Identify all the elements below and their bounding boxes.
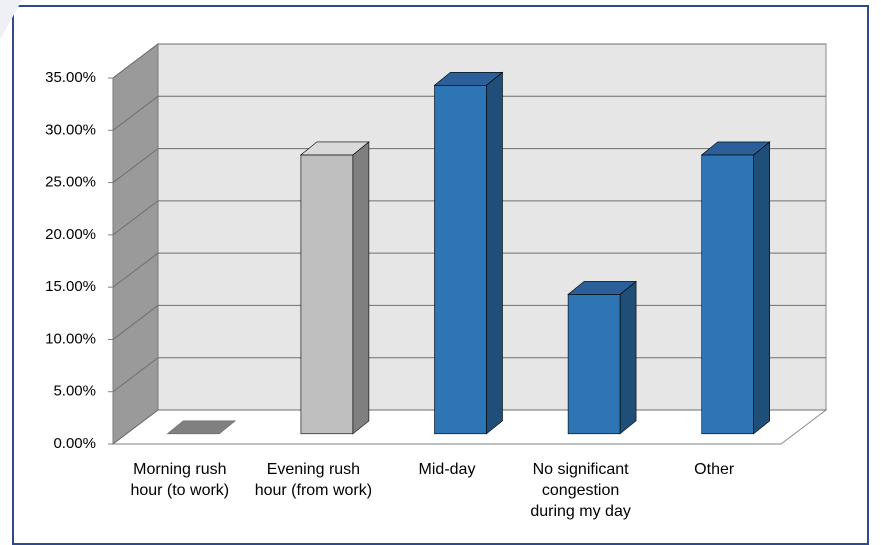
bar-front [567,294,621,435]
side-wall [112,42,159,446]
chart: 0.00% 5.00% 10.00% 15.00% 20.00% 25.00% 30.00%… [0,0,828,452]
y-tick-label: 5.00% [53,383,96,400]
x-tick-label: Other [694,461,735,478]
bar-front [300,154,354,435]
bar-front [701,154,755,435]
y-tick-label: 20.00% [45,226,96,243]
grid-line [112,95,826,131]
x-tick-label: No significant congestion during my day [530,461,631,520]
x-tick-label: Morning rush hour (to work) [130,461,230,499]
y-tick-label: 10.00% [45,330,96,347]
bar-front [434,84,487,435]
y-tick-label: 15.00% [45,278,96,295]
grid-line [112,200,826,236]
bar-top [433,71,504,86]
bar-top [300,141,370,156]
bar-side [486,71,503,435]
x-tick-label: Evening rush hour (from work) [254,461,373,499]
y-tick-label: 25.00% [45,174,96,191]
bar-top [567,281,637,295]
bar-top [700,141,771,156]
grid-line [112,43,826,79]
grid-line [112,252,826,288]
bar-top [166,420,237,435]
x-tick-label: Mid-day [418,461,476,478]
decoration [0,0,22,40]
y-tick-label: 30.00% [45,121,96,138]
y-tick-label: 35.00% [45,69,96,86]
bar-side [753,141,771,435]
y-tick-label: 0.00% [53,435,96,452]
bar-side [619,280,637,435]
grid-line [112,148,826,183]
bar-side [352,141,370,435]
